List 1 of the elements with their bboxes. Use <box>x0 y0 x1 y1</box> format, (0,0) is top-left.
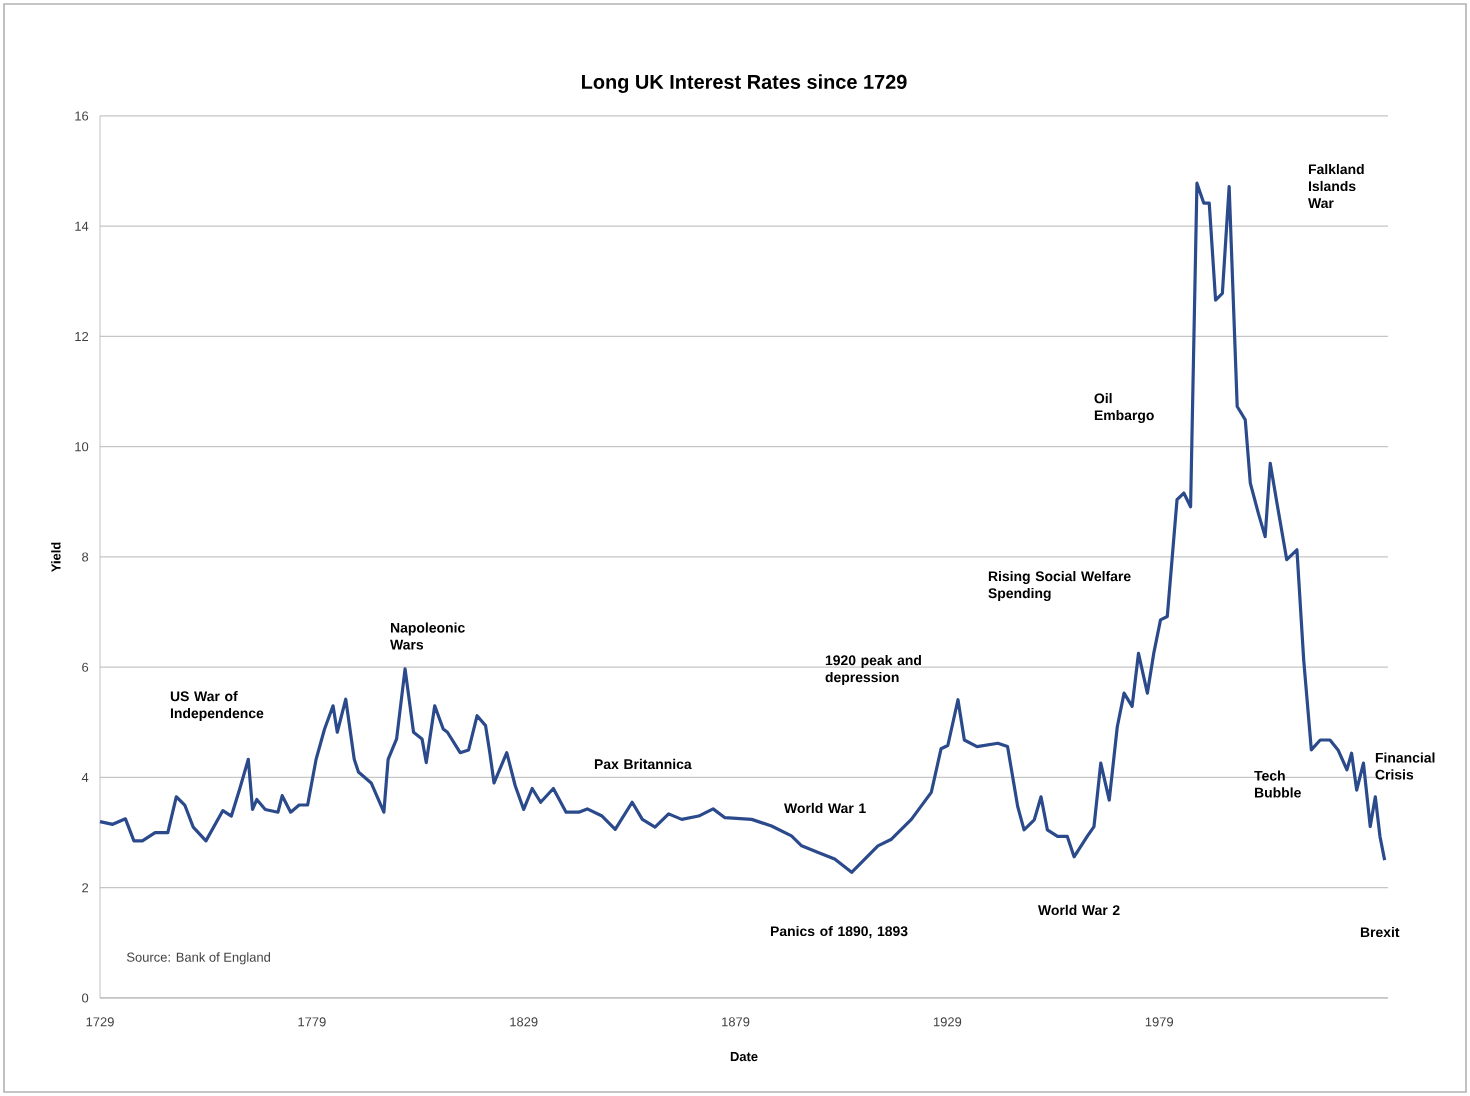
chart-title: Long UK Interest Rates since 1729 <box>582 74 907 93</box>
